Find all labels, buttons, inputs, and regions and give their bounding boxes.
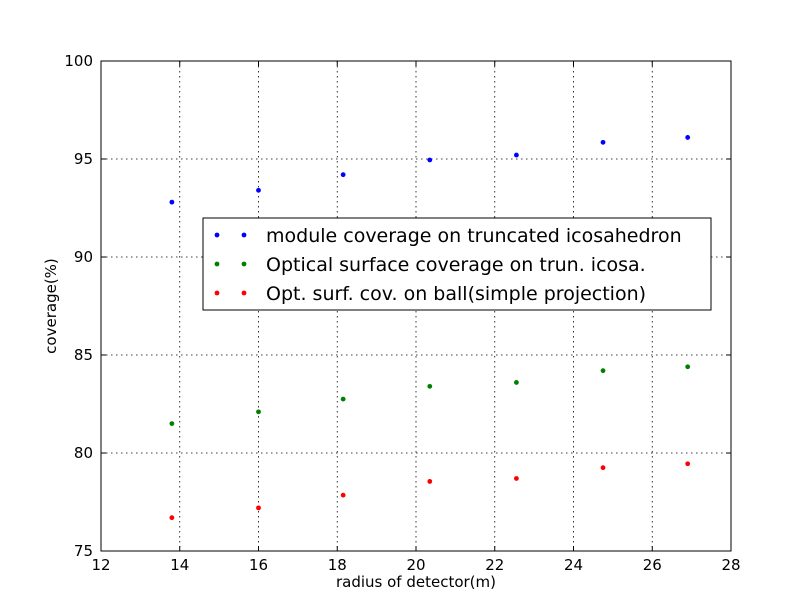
x-tick-label: 28	[721, 556, 740, 574]
x-tick-label: 18	[328, 556, 347, 574]
data-point-series-0	[685, 135, 691, 140]
data-point-series-1	[340, 396, 346, 402]
x-tick-label: 14	[170, 556, 189, 574]
x-tick-label: 22	[485, 556, 504, 574]
legend-entry-label: module coverage on truncated icosahedron	[266, 225, 682, 247]
y-tick-label: 95	[74, 150, 93, 168]
data-point-series-0	[514, 152, 519, 158]
data-point-series-2	[427, 479, 433, 484]
legend-marker	[241, 232, 247, 238]
data-point-series-0	[340, 172, 346, 178]
data-point-series-0	[256, 187, 261, 193]
x-tick-label: 12	[91, 556, 110, 574]
y-tick-label: 85	[74, 346, 93, 364]
data-point-series-1	[600, 368, 606, 374]
x-axis-label: radius of detector(m)	[336, 573, 496, 591]
data-point-series-2	[514, 476, 519, 481]
legend-entry-label: Optical surface coverage on trun. icosa.	[266, 254, 646, 276]
data-point-series-0	[427, 157, 433, 163]
axis-ticks	[100, 60, 732, 552]
data-point-series-2	[256, 505, 261, 511]
data-point-series-2	[169, 515, 175, 521]
data-point-series-1	[685, 364, 691, 370]
x-tick-label: 26	[643, 556, 662, 574]
data-point-series-2	[600, 465, 606, 471]
tick-labels: 12 14 16 18 20 22 24 26 28 75 80 85 90 95 100	[64, 52, 740, 574]
legend-marker	[214, 290, 220, 296]
y-tick-label: 90	[74, 248, 93, 266]
data-points	[169, 135, 691, 521]
data-point-series-1	[256, 409, 261, 415]
data-point-series-1	[427, 383, 433, 389]
data-point-series-1	[514, 380, 519, 385]
data-point-series-1	[169, 421, 175, 426]
legend-marker	[241, 261, 247, 267]
legend-marker	[214, 232, 220, 238]
x-tick-label: 20	[406, 556, 425, 574]
y-axis-label: coverage(%)	[42, 258, 60, 354]
data-point-series-2	[685, 461, 691, 467]
y-tick-label: 80	[74, 444, 93, 462]
data-point-series-0	[600, 139, 606, 145]
y-tick-label: 100	[64, 52, 93, 70]
legend-entry-label: Opt. surf. cov. on ball(simple projectio…	[266, 283, 646, 305]
legend-marker	[214, 261, 220, 267]
legend-marker	[241, 290, 247, 296]
y-tick-label: 75	[74, 542, 93, 560]
legend-box	[202, 217, 712, 311]
x-tick-label: 24	[564, 556, 583, 574]
data-point-series-0	[169, 199, 175, 205]
legend: module coverage on truncated icosahedron…	[202, 217, 712, 311]
x-tick-label: 16	[249, 556, 268, 574]
data-point-series-2	[340, 492, 346, 498]
